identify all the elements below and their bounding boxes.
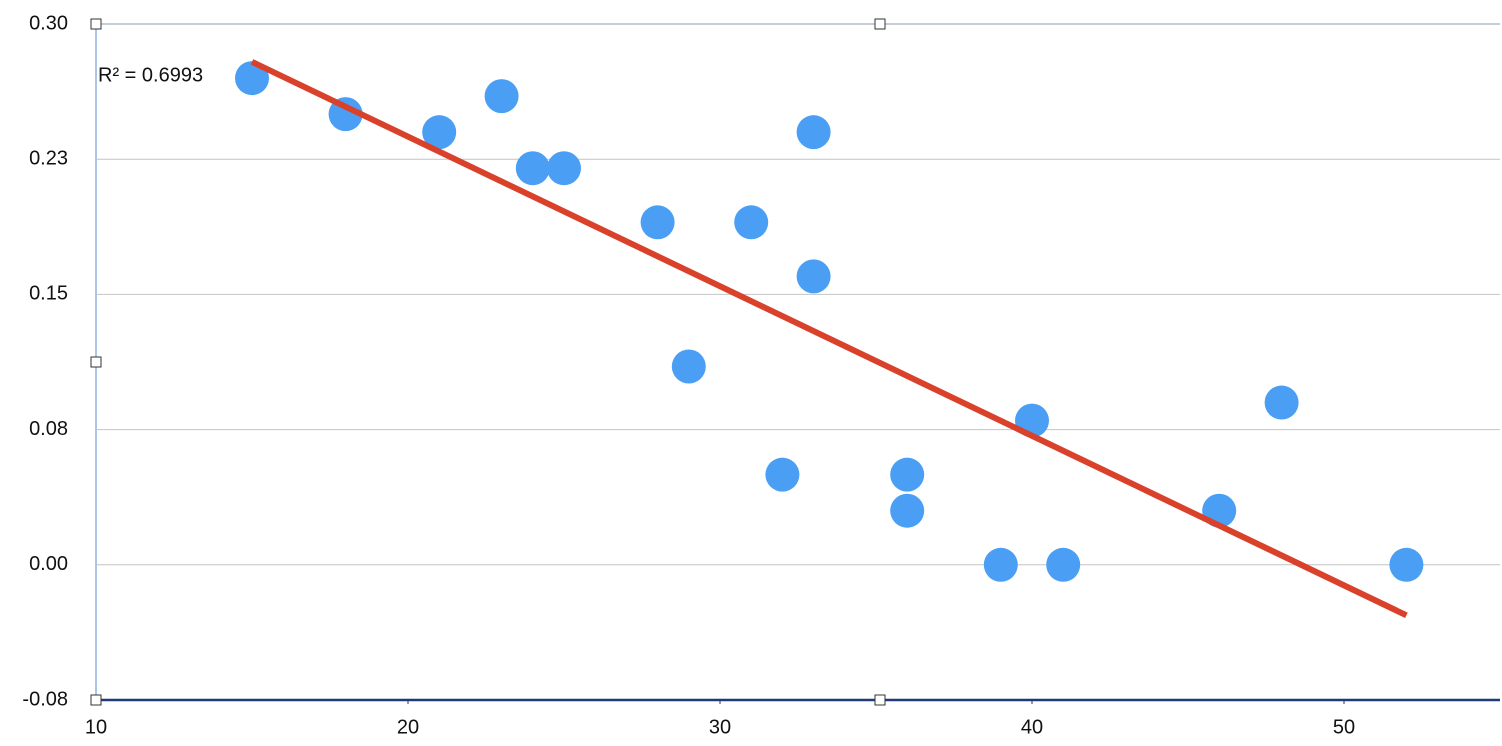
y-tick-label: -0.08 [22,688,68,710]
x-tick-label: 40 [1021,716,1043,738]
y-tick-label: 0.08 [29,418,68,440]
y-tick-label: 0.00 [29,553,68,575]
trendline [250,59,1408,618]
point [547,151,581,186]
point [1046,547,1081,582]
x-tick-label: 20 [397,716,419,738]
y-tick-label: 0.15 [29,283,68,305]
point [484,79,519,114]
y-tick-label: 0.30 [29,12,68,34]
point [765,457,800,492]
point [640,205,675,240]
handle [874,694,886,706]
point [671,349,706,384]
handle [90,356,102,368]
point [796,115,831,150]
point [890,493,925,528]
point [1264,385,1299,420]
handle [90,18,102,30]
x-tick-label: 50 [1333,716,1355,738]
x-tick-label: 30 [709,716,731,738]
point [983,547,1018,582]
y-tick-label: 0.23 [29,147,68,169]
point [1389,547,1424,582]
point [734,205,769,240]
annotation: R² = 0.6993 [98,64,203,86]
handle [874,18,886,30]
point [515,151,550,186]
point [796,259,831,294]
point [422,115,457,150]
handle [90,694,102,706]
selection-handles [90,18,886,706]
point [890,457,925,492]
point [235,61,269,96]
x-tick-label: 10 [85,716,107,738]
